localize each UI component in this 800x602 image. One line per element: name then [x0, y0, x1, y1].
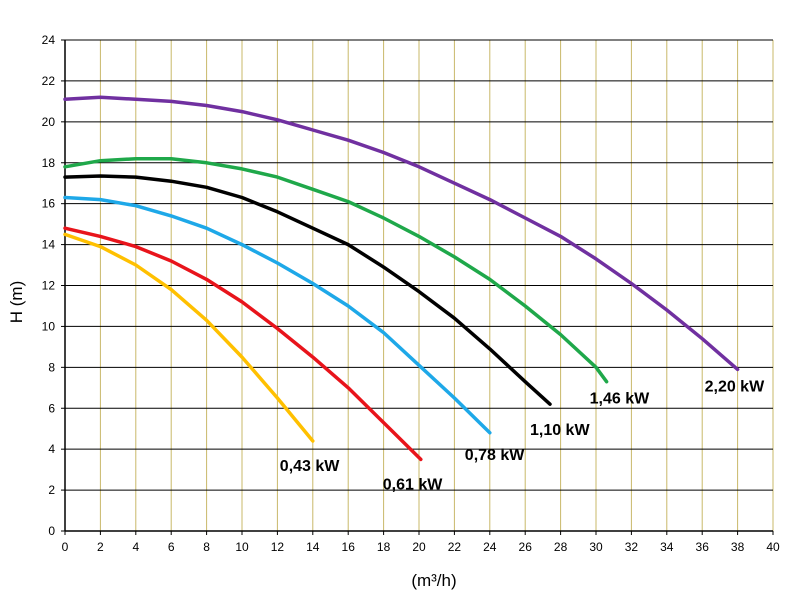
y-tick-label: 22 — [42, 74, 56, 88]
curve — [63, 232, 315, 443]
series-label: 2,20 kW — [705, 378, 765, 395]
series-label: 0,61 kW — [383, 476, 443, 493]
y-tick-label: 2 — [48, 483, 55, 497]
curve — [63, 95, 740, 372]
x-tick-label: 14 — [306, 540, 320, 554]
y-axis-title: H (m) — [7, 281, 26, 323]
x-tick-label: 18 — [377, 540, 391, 554]
y-tick-label: 10 — [42, 319, 56, 333]
y-tick-label: 4 — [48, 442, 55, 456]
y-tick-label: 14 — [42, 238, 56, 252]
y-tick-label: 12 — [42, 279, 56, 293]
curve — [63, 174, 552, 406]
x-tick-label: 34 — [660, 540, 674, 554]
x-tick-label: 16 — [342, 540, 356, 554]
x-tick-label: 36 — [696, 540, 710, 554]
y-tick-label: 18 — [42, 156, 56, 170]
y-tick-label: 6 — [48, 401, 55, 415]
x-tick-label: 10 — [235, 540, 249, 554]
curve — [63, 156, 609, 384]
series-label: 1,46 kW — [590, 391, 650, 408]
y-tick-label: 24 — [42, 33, 56, 47]
curve — [63, 195, 492, 435]
series-label: 1,10 kW — [530, 422, 590, 439]
series-label: 0,78 kW — [465, 447, 525, 464]
x-tick-label: 4 — [132, 540, 139, 554]
x-tick-label: 6 — [168, 540, 175, 554]
x-tick-label: 28 — [554, 540, 568, 554]
x-tick-label: 12 — [271, 540, 285, 554]
x-tick-label: 22 — [448, 540, 462, 554]
x-axis-title: (m³/h) — [411, 571, 456, 590]
x-tick-label: 26 — [519, 540, 533, 554]
x-tick-label: 8 — [203, 540, 210, 554]
x-tick-label: 38 — [731, 540, 745, 554]
x-tick-label: 40 — [766, 540, 780, 554]
y-tick-label: 8 — [48, 360, 55, 374]
x-tick-label: 2 — [97, 540, 104, 554]
y-tick-label: 16 — [42, 197, 56, 211]
x-tick-label: 0 — [62, 540, 69, 554]
x-tick-label: 32 — [625, 540, 639, 554]
curve — [63, 226, 423, 462]
y-tick-label: 0 — [48, 524, 55, 538]
series-label: 0,43 kW — [280, 458, 340, 475]
x-tick-label: 30 — [589, 540, 603, 554]
x-tick-label: 24 — [483, 540, 497, 554]
x-tick-label: 20 — [412, 540, 426, 554]
y-tick-label: 20 — [42, 115, 56, 129]
